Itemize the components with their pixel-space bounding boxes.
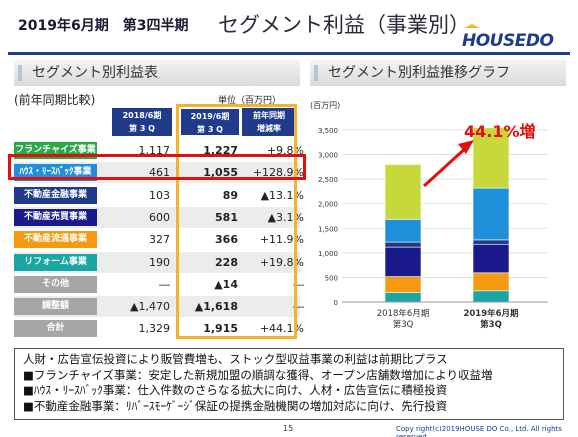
change-value: ▲13.1% — [260, 188, 304, 202]
bar-segment — [384, 246, 422, 277]
prev-value: 1,117 — [138, 144, 171, 157]
curr-value: ▲14 — [214, 277, 238, 291]
prev-value: 190 — [149, 255, 170, 269]
notes-box: 人財・広告宣伝投資により販管費増も、ストック型収益事業の利益は前期比プラス ■フ… — [14, 348, 564, 420]
change-value: +19.8% — [259, 255, 304, 269]
prev-value: 600 — [149, 210, 170, 224]
bar-segment — [384, 292, 422, 303]
segment-label: その他 — [14, 275, 97, 293]
segment-label: 合計 — [14, 320, 97, 338]
y-tick-label: 3,000 — [318, 152, 338, 160]
change-value: ― — [293, 277, 304, 291]
bar-segment — [384, 164, 422, 220]
prev-value: ― — [159, 277, 170, 291]
segment-label: 不動産売買事業 — [14, 208, 97, 226]
bar-segment — [472, 239, 510, 245]
curr-value: 89 — [222, 188, 238, 202]
table-section-title: セグメント別利益表 — [14, 60, 300, 86]
bar-segment — [384, 276, 422, 293]
housedo-logo: HOUSEDO — [462, 24, 554, 51]
logo-text: HOUSEDO — [462, 31, 553, 51]
curr-value: 366 — [215, 233, 238, 247]
change-value: ― — [293, 300, 304, 314]
bar-segment — [472, 187, 510, 241]
curr-value: 1,227 — [203, 144, 238, 157]
curr-value: 228 — [215, 255, 238, 269]
table-row: 不動産流通事業 327 366 +11.9% — [14, 229, 304, 250]
y-tick-label: 1,000 — [318, 250, 338, 258]
note-line: ■フランチャイズ事業：安定した新規加盟の順調な獲得、オープン店舗数増加により収益… — [23, 367, 493, 382]
curr-value: 1,915 — [203, 322, 238, 336]
increase-label: 44.1%増 — [464, 122, 536, 141]
table-row: 調整額 ▲1,470 ▲1,618 ― — [14, 296, 304, 318]
curr-value: ▲1,618 — [194, 300, 238, 314]
note-line: 人財・広告宣伝投資により販管費増も、ストック型収益事業の利益は前期比プラス — [23, 352, 448, 366]
change-value: +128.9% — [252, 166, 304, 180]
table-row: 不動産金融事業 103 89 ▲13.1% — [14, 185, 304, 206]
chart-section-title: セグメント別利益推移グラフ — [310, 60, 566, 86]
y-tick-label: 500 — [325, 274, 338, 282]
comparison-label: (前年同期比較) — [14, 93, 96, 107]
table-row: その他 ― ▲14 ― — [14, 274, 304, 295]
change-value: +11.9% — [259, 233, 304, 247]
note-line: ■不動産金融事業：ﾘﾊﾞｰｽﾓｰｹﾞｰｼﾞ保証の提携金融機関の増加対応に向け、先… — [23, 398, 448, 413]
unit-label: 単位（百万円） — [218, 96, 282, 106]
y-tick-label: 3,500 — [318, 127, 338, 135]
house-leaseback-highlight — [8, 154, 306, 180]
column-header-curr: 2019/6期 第 3 Q — [180, 108, 240, 136]
column-header-prev: 2018/6期 第 3 Q — [112, 108, 172, 136]
increase-arrow — [422, 144, 470, 188]
chart-svg: (百万円) 0 500 1,000 1,500 2,000 2,500 3,000 3,500 2… — [310, 101, 548, 330]
segment-label: リフォーム事業 — [14, 253, 97, 271]
prev-value: 327 — [149, 233, 170, 247]
table-row: 合計 1,329 1,915 +44.1% — [14, 318, 304, 339]
period-label: 2019年6月期 第3四半期 — [18, 18, 189, 34]
bar-segment — [472, 127, 510, 189]
y-tick-label: 0 — [334, 299, 338, 307]
bar-segment — [384, 241, 422, 248]
change-value: +44.1% — [259, 322, 304, 336]
current-period-highlight — [176, 104, 297, 339]
x-tick-label: 2018年6月期 — [377, 308, 430, 319]
increase-arrow-head — [458, 140, 474, 154]
page-number: 15 — [283, 424, 294, 433]
prev-value: 461 — [149, 166, 170, 180]
curr-value: 581 — [215, 210, 238, 224]
y-tick-label: 1,500 — [318, 225, 338, 233]
segment-label: 不動産金融事業 — [14, 186, 97, 204]
segment-label: 調整額 — [14, 298, 97, 316]
prev-value: ▲1,470 — [130, 300, 170, 314]
header-divider — [8, 52, 570, 55]
x-tick-label: 2019年6月期 — [463, 308, 519, 319]
bar-segment — [472, 272, 510, 292]
prev-value: 103 — [149, 188, 170, 202]
bar-segment — [472, 290, 510, 303]
segment-label: 不動産流通事業 — [14, 231, 97, 249]
bar-segment — [472, 243, 510, 274]
y-tick-label: 2,000 — [318, 201, 338, 209]
x-tick-label: 第3Q — [393, 319, 414, 330]
y-axis-label: (百万円) — [310, 101, 340, 110]
x-tick-label: 第3Q — [480, 319, 502, 330]
bar-segment — [384, 219, 422, 243]
segment-profit-chart: (百万円) 0 500 1,000 1,500 2,000 2,500 3,000 3,500 2… — [308, 88, 570, 338]
page-title: セグメント利益（事業別） — [218, 13, 470, 37]
curr-value: 1,055 — [203, 166, 238, 180]
note-line: ■ﾊｳｽ・ﾘｰｽﾊﾞｯｸ事業：仕入件数のさらなる拡大に向け、人材・広告宣伝に積極… — [23, 383, 448, 397]
table-row: リフォーム事業 190 228 +19.8% — [14, 251, 304, 273]
column-header-change: 前年同期 増減率 — [242, 108, 296, 136]
slide-header: 2019年6月期 第3四半期 セグメント利益（事業別） HOUSEDO — [0, 0, 578, 51]
copyright: Copy right(c)2019HOUSE DO Co., Ltd. All … — [396, 425, 562, 437]
y-tick-label: 2,500 — [318, 176, 338, 184]
prev-value: 1,329 — [138, 322, 171, 336]
